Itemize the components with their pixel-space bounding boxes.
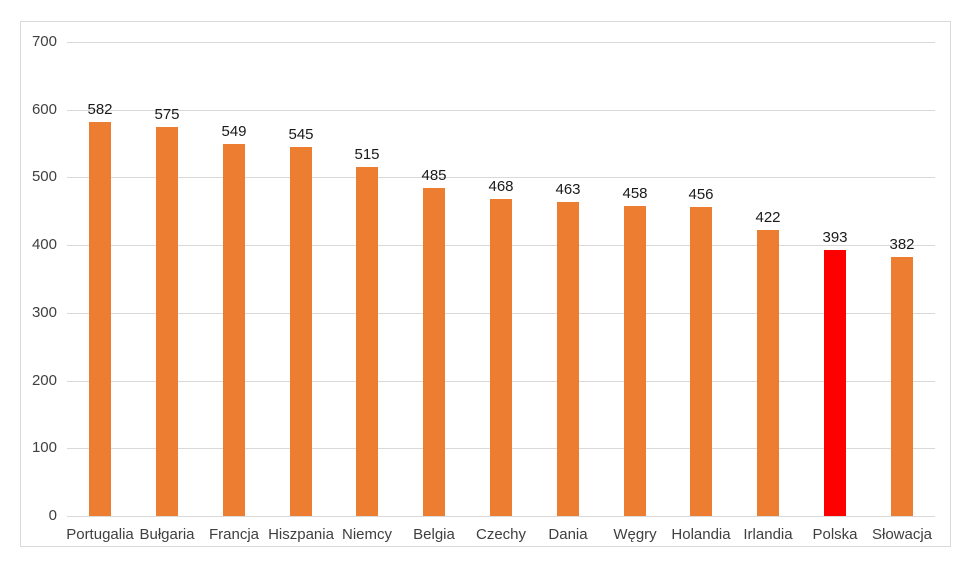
bar-value-label: 545 (288, 126, 314, 143)
x-tick-label: Irlandia (743, 526, 793, 543)
x-axis-line (67, 516, 935, 517)
gridline (67, 177, 935, 178)
x-tick-label: Bułgaria (139, 526, 195, 543)
x-tick-label: Belgia (413, 526, 455, 543)
bar-5 (423, 188, 445, 516)
x-tick-label: Francja (208, 526, 260, 543)
bar-value-label: 393 (822, 229, 848, 246)
bar-9 (690, 207, 712, 516)
x-tick-label: Polska (812, 526, 858, 543)
y-tick-label: 700 (31, 33, 57, 50)
bar-11 (824, 250, 846, 516)
bar-4 (356, 167, 378, 516)
bar-value-label: 582 (87, 101, 113, 118)
y-tick-label: 400 (31, 236, 57, 253)
y-tick-label: 600 (31, 101, 57, 118)
x-tick-label: Niemcy (341, 526, 392, 543)
bar-10 (757, 230, 779, 516)
x-tick-label: Hiszpania (268, 526, 334, 543)
bar-value-label: 422 (755, 209, 781, 226)
x-tick-label: Słowacja (871, 526, 933, 543)
bar-value-label: 515 (354, 146, 380, 163)
bar-6 (490, 199, 512, 516)
bar-12 (891, 257, 913, 516)
gridline (67, 42, 935, 43)
bar-3 (290, 147, 312, 516)
bar-0 (89, 122, 111, 516)
y-tick-label: 200 (31, 372, 57, 389)
gridline (67, 110, 935, 111)
bar-value-label: 456 (688, 186, 714, 203)
x-tick-label: Węgry (613, 526, 657, 543)
bar-value-label: 485 (421, 167, 447, 184)
bar-value-label: 458 (622, 185, 648, 202)
bar-value-label: 549 (221, 123, 247, 140)
bar-value-label: 575 (154, 106, 180, 123)
y-tick-label: 300 (31, 304, 57, 321)
x-tick-label: Holandia (671, 526, 731, 543)
bar-value-label: 463 (555, 181, 581, 198)
x-tick-label: Czechy (475, 526, 527, 543)
x-tick-label: Portugalia (66, 526, 134, 543)
x-tick-label: Dania (548, 526, 588, 543)
y-tick-label: 500 (31, 168, 57, 185)
bar-1 (156, 127, 178, 516)
y-tick-label: 100 (31, 439, 57, 456)
bar-8 (624, 206, 646, 516)
bar-value-label: 382 (889, 236, 915, 253)
bar-2 (223, 144, 245, 516)
y-tick-label: 0 (48, 507, 57, 524)
bar-value-label: 468 (488, 178, 514, 195)
bar-7 (557, 202, 579, 516)
